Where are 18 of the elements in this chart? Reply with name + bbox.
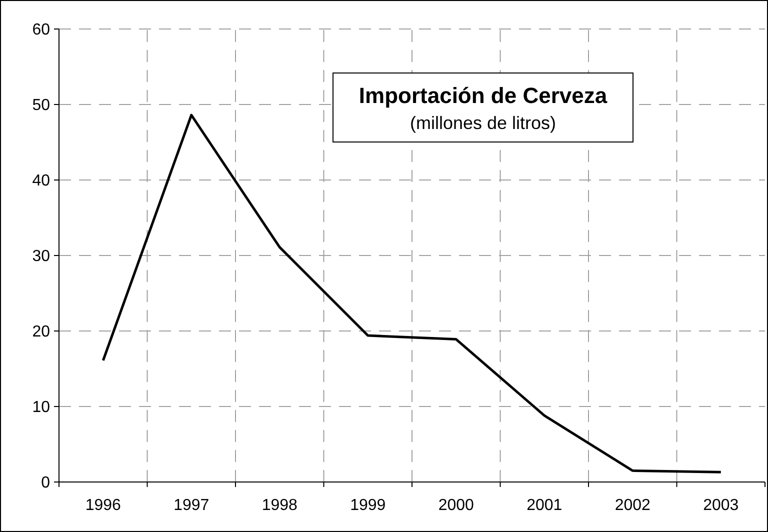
x-tick-label: 2003: [703, 497, 739, 514]
x-tick-label: 1998: [262, 497, 298, 514]
line-series: [102, 114, 722, 474]
y-tick-label: 0: [41, 474, 50, 492]
y-tick-label: 20: [32, 324, 50, 341]
text: (millones de litros): [410, 113, 556, 133]
y-tick-label: 60: [32, 22, 50, 39]
x-tick-label: 1999: [350, 497, 386, 514]
x-tick-label: 2001: [526, 497, 562, 514]
x-tick-label: 2000: [438, 497, 474, 514]
x-tick-label: 1997: [174, 497, 210, 514]
y-tick-label: 30: [32, 248, 50, 266]
text: Importación de Cerveza: [358, 83, 608, 108]
x-tick-label: 1996: [85, 497, 122, 514]
x-tick-label: 2002: [614, 497, 651, 514]
y-tick-label: 50: [32, 97, 50, 114]
y-tick-label: 10: [32, 399, 50, 416]
y-tick-label: 40: [32, 172, 50, 190]
